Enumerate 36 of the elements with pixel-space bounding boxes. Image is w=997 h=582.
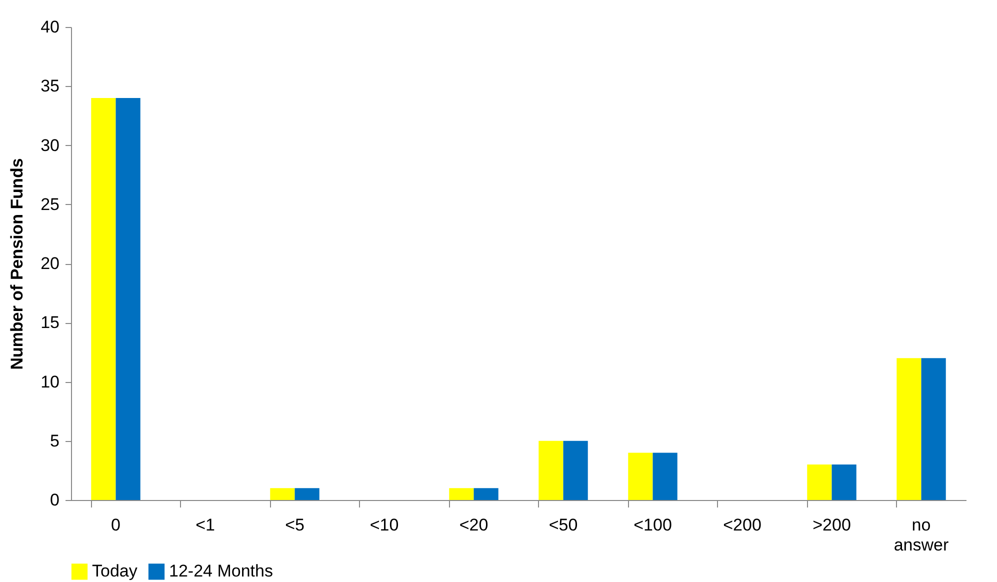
x-tick-label: <10 bbox=[370, 516, 399, 534]
y-tick-label: 35 bbox=[40, 76, 60, 96]
bar bbox=[449, 488, 474, 500]
y-tick-label: 40 bbox=[40, 18, 60, 36]
x-tick-label: no answer bbox=[894, 516, 949, 554]
bar bbox=[91, 98, 116, 500]
bar bbox=[116, 98, 140, 500]
bar bbox=[538, 440, 564, 500]
y-tick-label: 30 bbox=[40, 136, 60, 155]
bar bbox=[563, 440, 588, 500]
y-tick-label: 15 bbox=[40, 313, 60, 332]
bar bbox=[270, 488, 295, 500]
bar bbox=[474, 488, 498, 500]
y-tick-label: 5 bbox=[50, 431, 60, 450]
y-tick-label: 0 bbox=[50, 490, 60, 510]
y-axis-title: Number of Pension Funds bbox=[8, 158, 27, 370]
bar bbox=[652, 452, 678, 500]
x-tick-label: <200 bbox=[723, 516, 762, 534]
x-tick-label: <50 bbox=[548, 516, 578, 534]
x-tick-label: 0 bbox=[111, 516, 120, 534]
x-tick-label: <20 bbox=[459, 516, 488, 534]
x-tick-label: <100 bbox=[634, 516, 672, 534]
bar bbox=[294, 488, 320, 500]
legend-label: Today bbox=[92, 562, 138, 581]
bar bbox=[807, 464, 832, 500]
x-tick-label: <1 bbox=[196, 516, 215, 534]
bar bbox=[896, 358, 922, 500]
y-tick-label: 20 bbox=[40, 254, 60, 273]
bar bbox=[628, 452, 653, 500]
bar bbox=[832, 464, 856, 500]
y-tick-label: 10 bbox=[40, 372, 60, 392]
bar bbox=[921, 358, 946, 500]
y-tick-label: 25 bbox=[40, 194, 60, 214]
x-tick-label: <5 bbox=[285, 516, 304, 534]
legend-label: 12-24 Months bbox=[169, 562, 273, 581]
x-tick-label: >200 bbox=[812, 516, 851, 534]
